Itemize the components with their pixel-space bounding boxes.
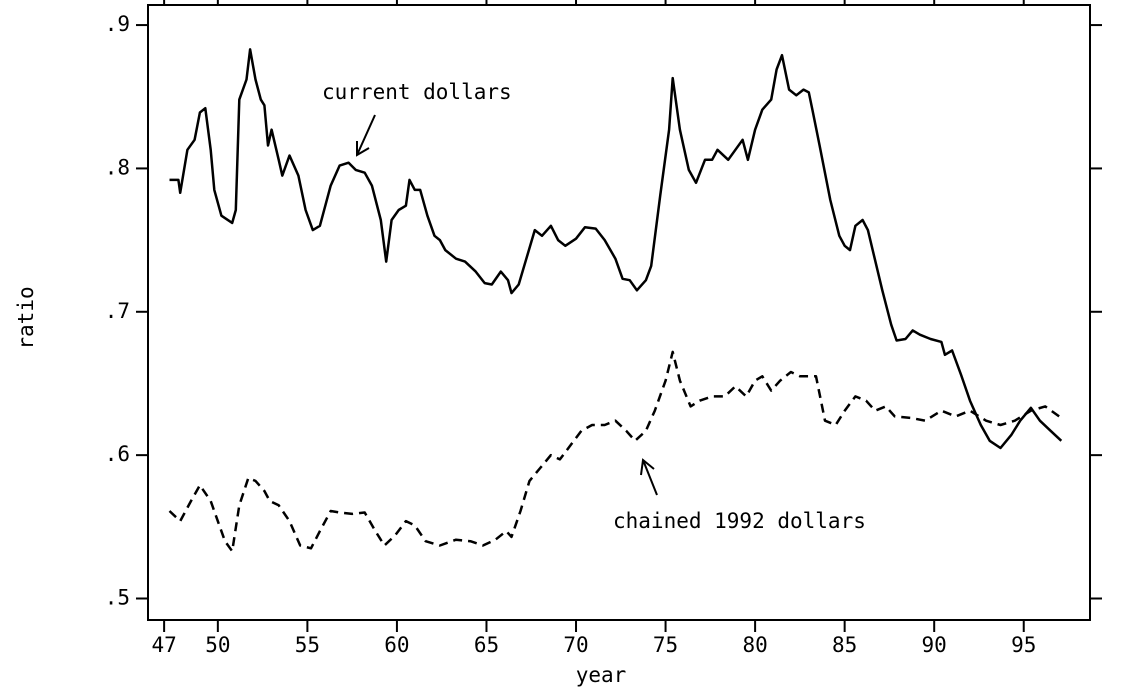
- x-tick-label: 55: [295, 633, 320, 657]
- x-axis-label: year: [576, 663, 627, 687]
- series-label: current dollars: [322, 80, 512, 104]
- annotation-arrowhead: [356, 141, 370, 157]
- x-tick-label: 60: [384, 633, 409, 657]
- x-tick-label: 80: [742, 633, 767, 657]
- x-tick-label: 65: [474, 633, 499, 657]
- y-tick-label: .7: [105, 299, 130, 323]
- y-tick-label: .5: [105, 585, 130, 609]
- x-tick-label: 90: [922, 633, 947, 657]
- annotation-arrowhead: [640, 458, 655, 476]
- x-tick-label: 50: [205, 633, 230, 657]
- x-tick-label: 85: [832, 633, 857, 657]
- annotation-arrow: [642, 459, 658, 496]
- series-label: chained 1992 dollars: [613, 509, 866, 533]
- x-tick-label: 95: [1011, 633, 1036, 657]
- x-tick-label: 70: [563, 633, 588, 657]
- x-tick-label: 75: [653, 633, 678, 657]
- x-tick-label: 47: [151, 633, 176, 657]
- y-axis-label: ratio: [14, 286, 38, 349]
- line-series: [168, 350, 1063, 553]
- y-tick-label: .8: [105, 155, 130, 179]
- y-tick-label: .9: [105, 12, 130, 36]
- y-tick-label: .6: [105, 442, 130, 466]
- line-series: [169, 48, 1063, 450]
- annotation-arrow: [356, 114, 376, 156]
